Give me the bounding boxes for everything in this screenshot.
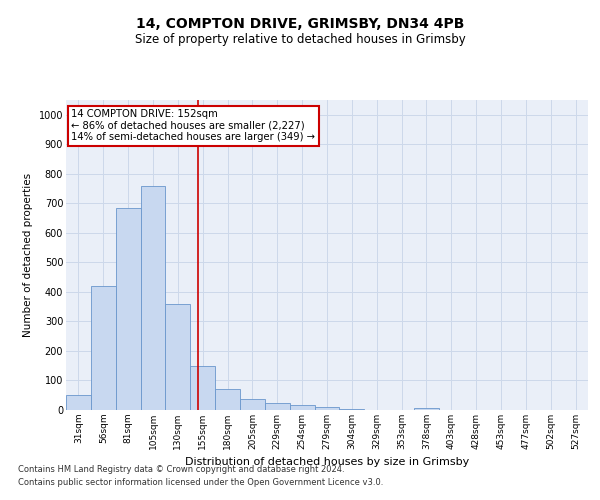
Bar: [340, 408, 364, 410]
Bar: [140, 186, 166, 410]
Bar: [314, 407, 340, 410]
Text: Contains public sector information licensed under the Open Government Licence v3: Contains public sector information licen…: [18, 478, 383, 487]
Text: 14 COMPTON DRIVE: 152sqm
← 86% of detached houses are smaller (2,227)
14% of sem: 14 COMPTON DRIVE: 152sqm ← 86% of detach…: [71, 110, 315, 142]
Bar: [240, 399, 265, 410]
Bar: [414, 408, 439, 410]
Text: 14, COMPTON DRIVE, GRIMSBY, DN34 4PB: 14, COMPTON DRIVE, GRIMSBY, DN34 4PB: [136, 18, 464, 32]
Bar: [116, 208, 140, 410]
Bar: [66, 395, 91, 410]
Bar: [290, 405, 314, 410]
Bar: [190, 366, 215, 410]
Bar: [265, 402, 290, 410]
Bar: [91, 286, 116, 410]
Text: Size of property relative to detached houses in Grimsby: Size of property relative to detached ho…: [134, 32, 466, 46]
X-axis label: Distribution of detached houses by size in Grimsby: Distribution of detached houses by size …: [185, 458, 469, 468]
Bar: [215, 390, 240, 410]
Text: Contains HM Land Registry data © Crown copyright and database right 2024.: Contains HM Land Registry data © Crown c…: [18, 466, 344, 474]
Y-axis label: Number of detached properties: Number of detached properties: [23, 173, 33, 337]
Bar: [166, 304, 190, 410]
